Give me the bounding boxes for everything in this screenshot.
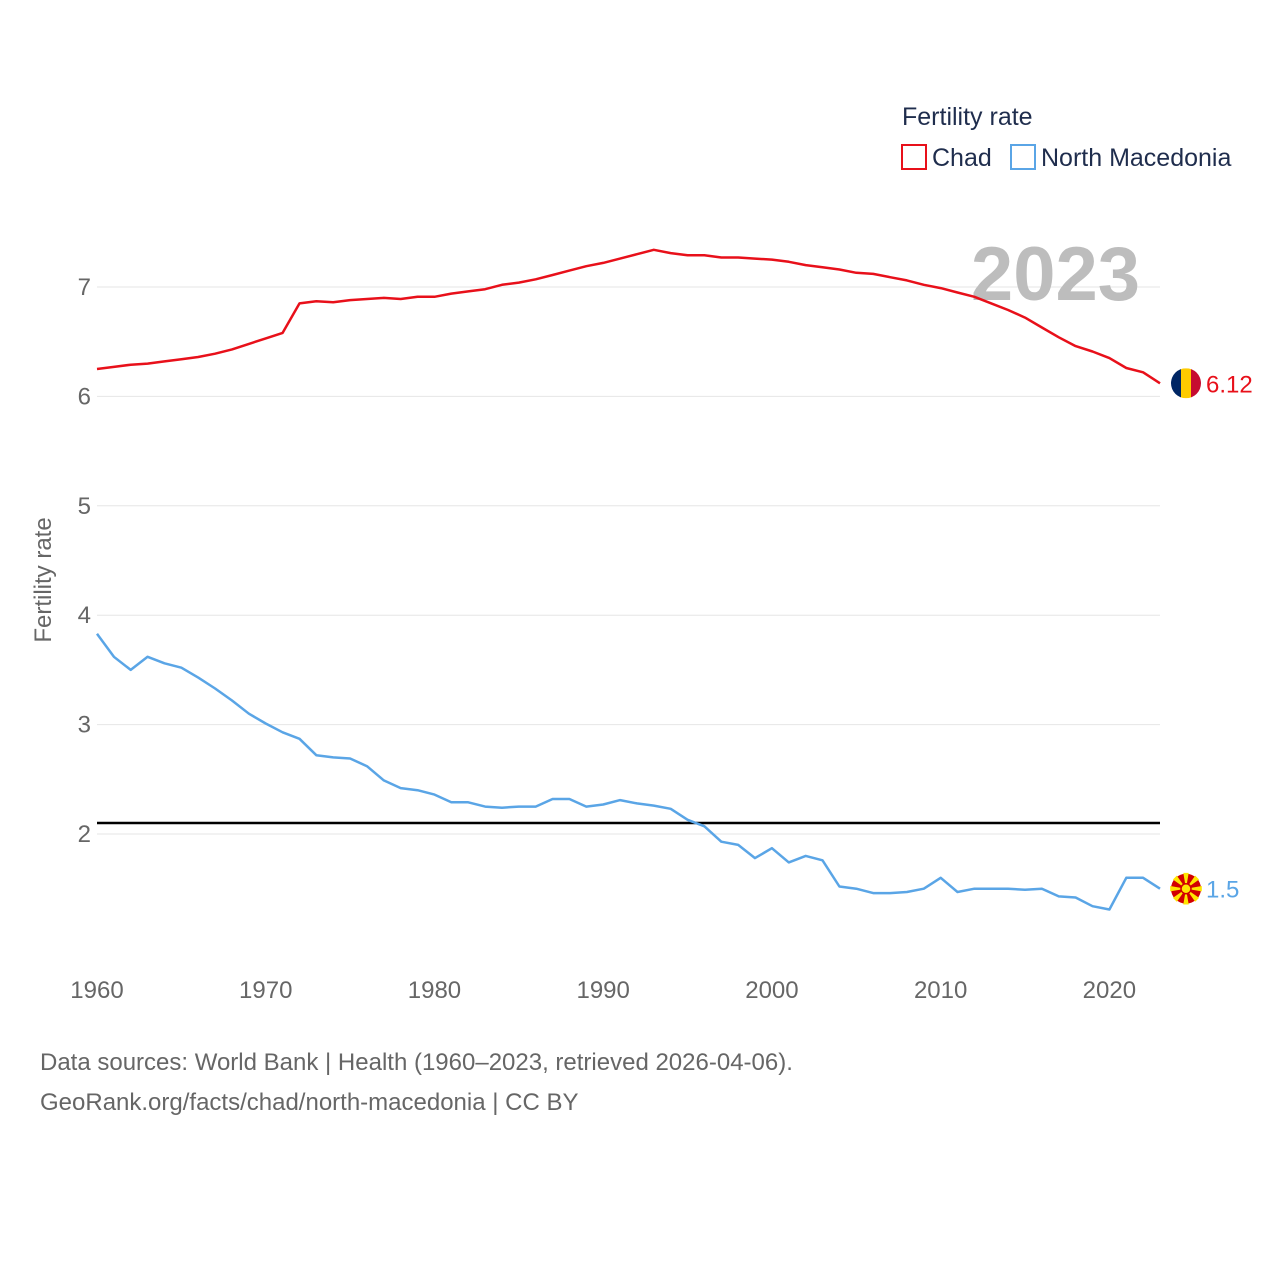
gridlines xyxy=(97,286,1160,835)
legend-label-chad[interactable]: Chad xyxy=(932,144,992,172)
legend-swatch-chad[interactable] xyxy=(901,144,927,170)
x-tick-1970: 1970 xyxy=(239,977,292,1004)
end-label-north-macedonia: 1.5 xyxy=(1206,877,1239,904)
x-axis-ticks: 1960 1970 1980 1990 2000 2010 2020 xyxy=(70,977,1136,1004)
y-tick-4: 4 xyxy=(78,602,91,629)
y-axis-ticks: 2 3 4 5 6 7 xyxy=(78,274,91,848)
data-source-note: Data sources: World Bank | Health (1960–… xyxy=(40,1043,793,1123)
y-tick-6: 6 xyxy=(78,383,91,410)
x-tick-1990: 1990 xyxy=(576,977,629,1004)
x-tick-2020: 2020 xyxy=(1083,977,1136,1004)
x-tick-1980: 1980 xyxy=(408,977,461,1004)
flag-icon-chad xyxy=(1171,368,1201,399)
end-label-chad: 6.12 xyxy=(1206,371,1253,398)
source-line-2: GeoRank.org/facts/chad/north-macedonia |… xyxy=(40,1089,579,1116)
x-tick-1960: 1960 xyxy=(70,977,123,1004)
series-lines xyxy=(95,248,1161,911)
legend-label-north-macedonia[interactable]: North Macedonia xyxy=(1041,144,1231,172)
y-tick-5: 5 xyxy=(78,493,91,520)
end-markers: 6.12 1.5 xyxy=(1170,368,1253,905)
year-watermark: 2023 xyxy=(971,232,1140,317)
y-tick-2: 2 xyxy=(78,821,91,848)
legend-title: Fertility rate xyxy=(902,103,1033,131)
y-tick-3: 3 xyxy=(78,712,91,739)
legend-swatch-north-macedonia[interactable] xyxy=(1010,144,1036,170)
series-line-north-macedonia xyxy=(95,633,1161,911)
x-tick-2010: 2010 xyxy=(914,977,967,1004)
flag-icon-north-macedonia xyxy=(1170,872,1202,905)
fertility-rate-chart: 2 3 4 5 6 7 1960 1970 1980 1990 2000 2010 2020 Fert… xyxy=(30,103,1253,1004)
legend: Fertility rate Chad North Macedonia xyxy=(901,103,1231,172)
y-tick-7: 7 xyxy=(78,274,91,301)
series-line-chad xyxy=(96,248,1161,385)
source-line-1: Data sources: World Bank | Health (1960–… xyxy=(40,1049,793,1076)
x-tick-2000: 2000 xyxy=(745,977,798,1004)
y-axis-label: Fertility rate xyxy=(30,517,57,642)
